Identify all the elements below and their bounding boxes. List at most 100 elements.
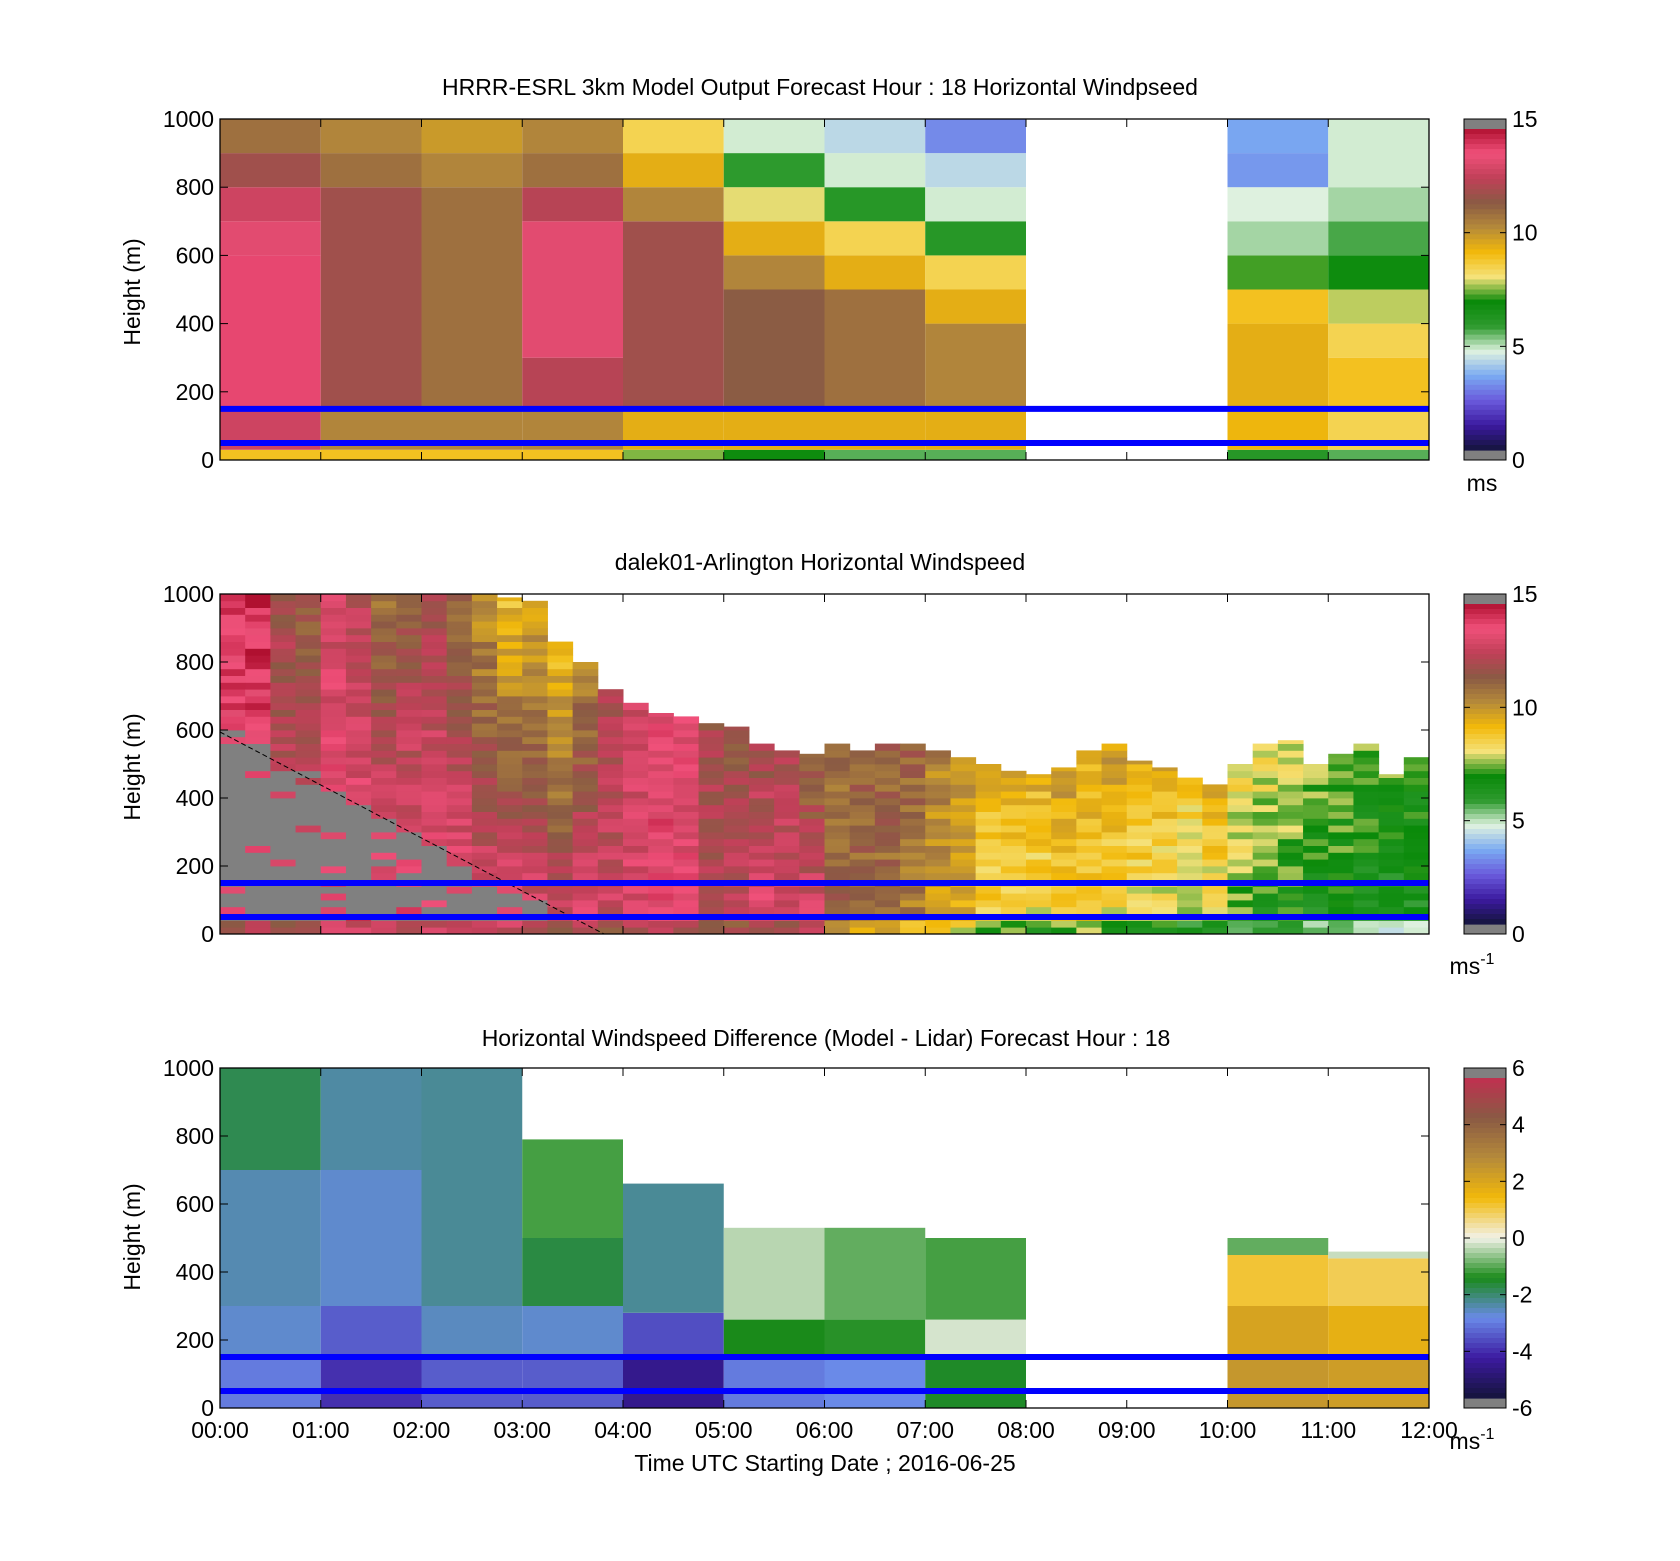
heatmap-cell [723,757,750,765]
heatmap-cell [799,866,825,874]
heatmap-cell [1277,764,1304,772]
heatmap-cell [1126,872,1153,880]
heatmap-cell [623,784,649,792]
heatmap-cell [774,770,800,778]
heatmap-cell [1328,1357,1429,1408]
heatmap-cell [824,886,851,894]
heatmap-cell [824,900,851,908]
heatmap-cell [975,818,1002,826]
heatmap-cell [799,764,825,772]
heatmap-cell [1252,798,1279,806]
heatmap-cell [320,662,347,670]
heatmap-cell [497,838,523,846]
heatmap-cell [950,832,977,840]
heatmap-cell [295,675,322,683]
heatmap-cell [295,716,322,724]
heatmap-cell [1328,357,1429,409]
heatmap-cell [1277,818,1304,826]
heatmap-cell [1328,255,1429,290]
heatmap-cell [396,675,422,683]
heatmap-cell [522,1306,623,1357]
heatmap-cell [421,1306,523,1357]
heatmap-cell [320,641,347,649]
heatmap-cell [547,750,574,758]
heatmap-cell [572,702,599,710]
colorbar-segment [1464,1098,1506,1104]
heatmap-cell [597,893,624,901]
heatmap-cell [950,859,977,867]
heatmap-cell [1378,852,1405,860]
heatmap-cell [623,906,649,914]
heatmap-cell [748,818,775,826]
heatmap-cell [572,825,599,833]
heatmap-cell [245,777,271,785]
heatmap-cell [295,770,322,778]
colorbar-segment [1464,1138,1506,1144]
colorbar-segment [1464,744,1506,750]
heatmap-cell [723,221,825,256]
heatmap-cell [572,743,599,751]
heatmap-cell [396,866,422,874]
heatmap-cell [1076,866,1103,874]
heatmap-cell [320,920,347,928]
colorbar-segment [1464,1133,1506,1139]
heatmap-cell [371,804,397,812]
heatmap-cell [1328,791,1354,799]
heatmap-cell [1101,757,1128,765]
heatmap-cell [799,872,825,880]
heatmap-cell [1202,838,1228,846]
heatmap-cell [1378,832,1405,840]
heatmap-cell [900,927,926,935]
heatmap-cell [220,1068,321,1170]
colorbar-tick-label: 4 [1512,1112,1525,1138]
heatmap-cell [1378,859,1405,867]
heatmap-cell [522,709,548,717]
heatmap-cell [220,655,246,663]
heatmap-cell [497,804,523,812]
heatmap-cell [421,153,523,188]
colorbar-segment [1464,1108,1506,1114]
heatmap-cell [522,221,623,358]
heatmap-cell [1303,764,1329,772]
heatmap-cell [1000,838,1027,846]
heatmap-cell [900,845,926,853]
heatmap-cell [1252,764,1279,772]
heatmap-cell [925,777,951,785]
heatmap-cell [245,804,271,812]
heatmap-cell [1177,804,1203,812]
heatmap-cell [245,736,271,744]
heatmap-cell [623,702,649,710]
colorbar-segment [1464,1318,1506,1324]
heatmap-cell [824,825,851,833]
heatmap-cell [421,1357,523,1408]
heatmap-cell [345,648,372,656]
heatmap-cell [1227,852,1254,860]
heatmap-cell [421,866,448,874]
heatmap-cell [597,927,624,935]
heatmap-cell [1277,859,1304,867]
heatmap-cell [471,621,498,629]
heatmap-cell [270,764,297,772]
heatmap-cell [421,770,448,778]
heatmap-cell [623,920,649,928]
heatmap-cell [572,906,599,914]
heatmap-cell [925,838,951,846]
heatmap-cell [547,906,574,914]
heatmap-cell [1177,866,1203,874]
heatmap-cell [572,777,599,785]
heatmap-cell [295,668,322,676]
heatmap-cell [295,900,322,908]
heatmap-cell [345,621,372,629]
heatmap-cell [1227,1238,1329,1255]
heatmap-cell [1051,872,1077,880]
heatmap-cell [471,696,498,704]
heatmap-cell [1303,927,1329,935]
heatmap-cell [497,798,523,806]
heatmap-cell [522,845,548,853]
heatmap-cell [597,736,624,744]
heatmap-cell [371,832,397,840]
heatmap-cell [1000,845,1027,853]
heatmap-cell [698,845,725,853]
heatmap-cell [1126,811,1153,819]
